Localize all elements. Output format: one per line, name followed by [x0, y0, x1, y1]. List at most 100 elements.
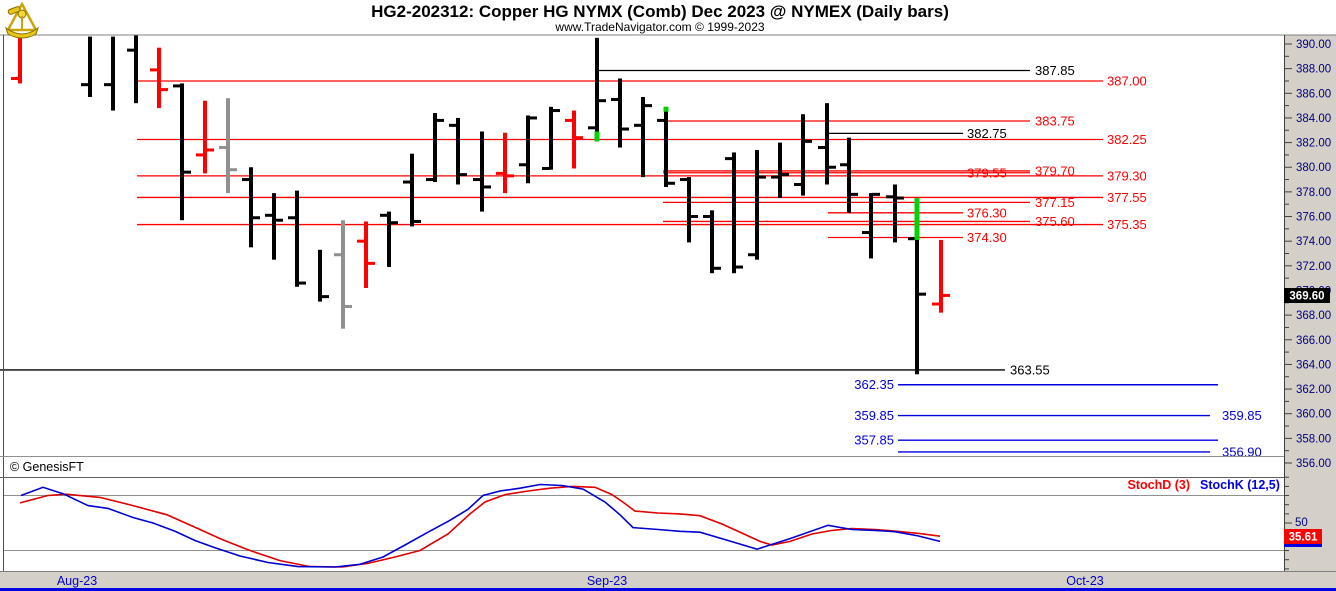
close-tick — [896, 196, 904, 200]
price-axis[interactable] — [1284, 35, 1336, 572]
price-axis-label: 390.00 — [1296, 39, 1331, 51]
price-bar — [449, 117, 467, 185]
open-tick — [449, 123, 457, 127]
date-axis[interactable] — [0, 571, 1336, 591]
open-tick — [473, 178, 481, 182]
price-bar — [81, 36, 92, 97]
price-bar — [519, 115, 537, 184]
open-tick — [288, 216, 296, 220]
close-tick — [644, 104, 652, 108]
close-tick — [459, 173, 467, 177]
close-tick — [483, 185, 491, 189]
horizontal-scrollbar[interactable] — [0, 588, 1336, 591]
price-bar — [565, 110, 583, 169]
open-tick — [634, 123, 642, 127]
level-label-382.25: 382.25 — [1107, 132, 1147, 147]
open-tick — [173, 84, 181, 88]
close-tick — [321, 295, 329, 299]
close-tick — [552, 109, 560, 113]
open-tick — [840, 163, 848, 167]
tradenavigator-logo-icon — [5, 1, 39, 39]
open-tick — [496, 171, 504, 175]
open-tick — [908, 237, 916, 241]
last-price-value: 369.60 — [1289, 291, 1324, 303]
close-tick — [872, 192, 880, 196]
open-tick — [611, 97, 619, 101]
level-label-387.85: 387.85 — [1035, 63, 1075, 78]
level-label-379.55: 379.55 — [967, 165, 1007, 180]
price-bar — [542, 106, 560, 170]
close-tick — [942, 293, 950, 297]
open-tick — [680, 178, 688, 182]
last-price-badge: 369.60 — [1284, 288, 1330, 303]
open-tick — [657, 118, 665, 122]
close-tick — [390, 221, 398, 225]
stochastic-layer — [4, 483, 1284, 568]
price-bar — [11, 36, 22, 84]
price-axis-label: 374.00 — [1296, 236, 1331, 248]
level-label-379.70: 379.70 — [1035, 163, 1075, 178]
close-tick — [621, 127, 629, 131]
page-subtitle: www.TradeNavigator.com © 1999-2023 — [554, 20, 764, 34]
price-bar — [634, 96, 652, 178]
close-tick — [206, 148, 214, 152]
price-axis-label: 358.00 — [1296, 433, 1331, 445]
open-tick — [104, 83, 112, 87]
close-tick — [529, 116, 537, 120]
close-tick — [828, 165, 836, 169]
date-label-Aug-23: Aug-23 — [57, 574, 97, 588]
close-tick — [275, 218, 283, 222]
price-bar — [403, 153, 421, 227]
stoch-mid-label: 50 — [1295, 517, 1308, 529]
price-bar — [657, 106, 675, 187]
close-tick — [918, 292, 926, 296]
close-tick — [252, 216, 260, 220]
open-tick — [196, 153, 204, 157]
close-tick — [850, 192, 858, 196]
close-tick — [367, 261, 375, 265]
price-bar — [318, 249, 329, 302]
open-tick — [748, 253, 756, 257]
price-bar — [150, 47, 168, 109]
price-bar — [794, 114, 812, 196]
price-bar — [288, 190, 306, 287]
green-mark — [914, 198, 920, 240]
level-label-382.75: 382.75 — [967, 126, 1007, 141]
close-tick — [229, 168, 237, 172]
close-tick — [344, 304, 352, 308]
price-bar — [748, 149, 766, 260]
price-bar — [771, 142, 789, 199]
close-tick — [575, 136, 583, 140]
level-label-376.30: 376.30 — [967, 205, 1007, 220]
close-tick — [690, 215, 698, 219]
price-bar — [196, 100, 214, 174]
price-bar — [703, 210, 721, 274]
green-mark — [594, 131, 600, 142]
legend-stochd[interactable]: StochD (3) — [1128, 478, 1191, 492]
close-tick — [781, 173, 789, 177]
price-bar — [725, 152, 743, 274]
price-bar — [426, 113, 444, 183]
open-tick — [81, 83, 89, 87]
legend-stochk[interactable]: StochK (12,5) — [1200, 478, 1280, 492]
open-tick — [862, 231, 870, 235]
price-axis-label: 382.00 — [1296, 138, 1331, 150]
close-tick — [413, 219, 421, 223]
close-tick — [183, 170, 191, 174]
open-tick — [426, 178, 434, 182]
blue-level-label-right-359.85: 359.85 — [1222, 408, 1262, 423]
open-tick — [357, 239, 365, 243]
price-axis-label: 366.00 — [1296, 335, 1331, 347]
level-label-377.55: 377.55 — [1107, 190, 1147, 205]
stochk-line — [20, 483, 941, 568]
open-tick — [794, 182, 802, 186]
price-bar — [104, 36, 115, 111]
close-tick — [598, 99, 606, 103]
level-label-363.55: 363.55 — [1010, 362, 1050, 377]
level-label-374.30: 374.30 — [967, 230, 1007, 245]
price-bar — [496, 132, 514, 194]
price-bar — [908, 198, 926, 375]
level-label-377.15: 377.15 — [1035, 195, 1075, 210]
close-tick — [758, 175, 766, 179]
